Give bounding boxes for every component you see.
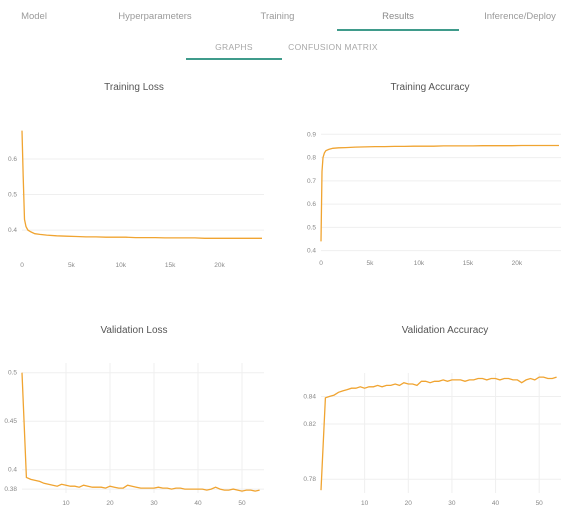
grid bbox=[22, 158, 264, 231]
subtab-confusion-matrix[interactable]: CONFUSION MATRIX bbox=[288, 42, 378, 52]
y-tick-label: 0.4 bbox=[307, 248, 316, 255]
y-tick-label: 0.5 bbox=[8, 370, 17, 377]
y-tick-label: 0.4 bbox=[8, 467, 17, 474]
x-tick-label: 40 bbox=[194, 500, 202, 507]
x-tick-label: 20 bbox=[405, 500, 413, 507]
y-tick-label: 0.8 bbox=[307, 155, 316, 162]
y-tick-label: 0.84 bbox=[303, 393, 316, 400]
y-tick-label: 0.5 bbox=[8, 192, 17, 199]
x-tick-label: 20k bbox=[512, 260, 523, 267]
tab-inference-deploy[interactable]: Inference/Deploy bbox=[484, 11, 556, 22]
series-line bbox=[21, 130, 262, 239]
training-loss-chart: 0.4 0.5 0.6 0 5k 10k 15k 20k bbox=[8, 130, 264, 269]
y-tick-label: 0.4 bbox=[8, 227, 17, 234]
training-accuracy-chart: 0.4 0.5 0.6 0.7 0.8 0.9 0 5k 10k 15k 20k bbox=[307, 131, 561, 267]
grid bbox=[22, 363, 264, 493]
y-tick-label: 0.6 bbox=[307, 201, 316, 208]
tab-model[interactable]: Model bbox=[21, 11, 47, 22]
x-tick-label: 10k bbox=[116, 262, 127, 269]
y-tick-label: 0.7 bbox=[307, 178, 316, 185]
x-tick-label: 10k bbox=[414, 260, 425, 267]
x-tick-label: 20 bbox=[106, 500, 114, 507]
x-tick-label: 10 bbox=[62, 500, 70, 507]
x-tick-label: 5k bbox=[367, 260, 375, 267]
validation-loss-chart: 0.38 0.4 0.45 0.5 10 20 30 40 50 bbox=[4, 363, 264, 507]
validation-loss-title: Validation Loss bbox=[100, 325, 168, 336]
tab-results[interactable]: Results bbox=[337, 0, 459, 31]
y-tick-label: 0.5 bbox=[307, 224, 316, 231]
subtab-graphs[interactable]: GRAPHS bbox=[186, 36, 282, 60]
training-accuracy-title: Training Accuracy bbox=[390, 82, 470, 93]
x-tick-label: 50 bbox=[238, 500, 246, 507]
y-tick-label: 0.82 bbox=[303, 421, 316, 428]
x-tick-label: 0 bbox=[20, 262, 24, 269]
series-line bbox=[21, 372, 260, 492]
y-tick-label: 0.45 bbox=[4, 418, 17, 425]
x-tick-label: 30 bbox=[150, 500, 158, 507]
x-tick-label: 5k bbox=[68, 262, 76, 269]
x-tick-label: 10 bbox=[361, 500, 369, 507]
x-tick-label: 15k bbox=[165, 262, 176, 269]
x-tick-label: 40 bbox=[492, 500, 500, 507]
series-line bbox=[320, 376, 557, 491]
validation-accuracy-title: Validation Accuracy bbox=[401, 325, 489, 336]
x-tick-label: 0 bbox=[319, 260, 323, 267]
x-tick-label: 15k bbox=[463, 260, 474, 267]
grid bbox=[321, 133, 561, 252]
y-tick-label: 0.38 bbox=[4, 486, 17, 493]
training-loss-title: Training Loss bbox=[104, 82, 164, 93]
y-tick-label: 0.9 bbox=[307, 131, 316, 138]
y-tick-label: 0.78 bbox=[303, 476, 316, 483]
x-tick-label: 30 bbox=[448, 500, 456, 507]
results-tab-bar: Model Hyperparameters Training Results I… bbox=[0, 0, 571, 34]
y-tick-label: 0.6 bbox=[8, 156, 17, 163]
tab-hyperparameters[interactable]: Hyperparameters bbox=[118, 11, 192, 22]
tab-training[interactable]: Training bbox=[260, 11, 295, 22]
grid bbox=[321, 373, 561, 493]
x-tick-label: 20k bbox=[214, 262, 225, 269]
validation-accuracy-chart: 0.78 0.82 0.84 10 20 30 40 50 bbox=[303, 373, 561, 507]
x-tick-label: 50 bbox=[536, 500, 544, 507]
